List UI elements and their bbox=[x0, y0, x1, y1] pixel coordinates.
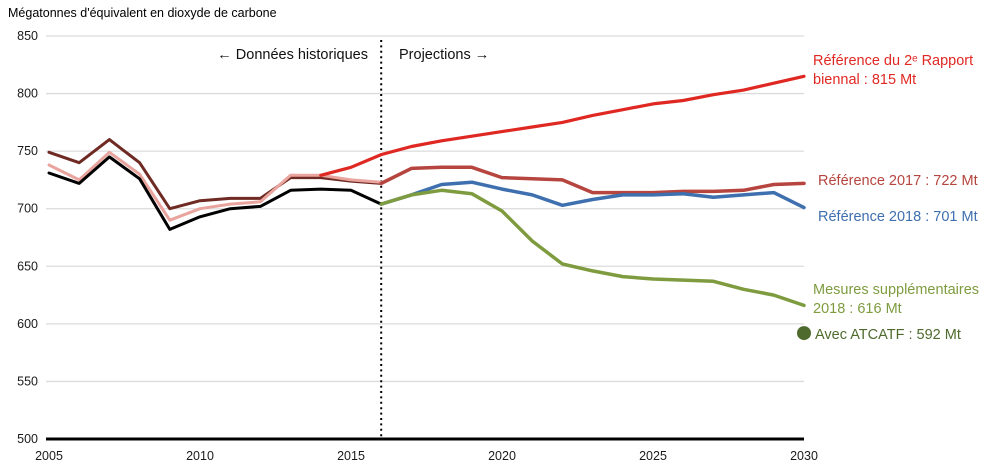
legend-avec-atcatf: Avec ATCATF : 592 Mt bbox=[815, 327, 961, 343]
y-tick-label: 650 bbox=[17, 259, 38, 273]
x-tick-label: 2030 bbox=[790, 449, 818, 463]
series-reference-2017-historique bbox=[47, 138, 383, 211]
legend-reference-2017: Référence 2017 : 722 Mt bbox=[818, 173, 978, 189]
y-tick-label: 850 bbox=[17, 29, 38, 43]
x-tick-label: 2015 bbox=[337, 449, 365, 463]
legend-mesures-supplementaires-2018: Mesures supplémentaires 2018 : 616 Mt bbox=[813, 282, 980, 317]
y-tick-label: 700 bbox=[17, 202, 38, 216]
series-reference-2017 bbox=[379, 165, 806, 195]
x-tick-label: 2010 bbox=[186, 449, 214, 463]
x-tick-label: 2025 bbox=[639, 449, 667, 463]
series-reference-2e-rapport-biennal bbox=[319, 74, 806, 177]
series-mesures-supplementaires-2018 bbox=[379, 188, 806, 308]
y-tick-label: 800 bbox=[17, 87, 38, 101]
point-avec-atcatf bbox=[797, 326, 811, 341]
y-tick-label: 500 bbox=[17, 432, 38, 446]
projections-annotation: Projections → bbox=[399, 47, 490, 63]
y-axis-title: Mégatonnes d'équivalent en dioxyde de ca… bbox=[8, 6, 277, 20]
legend-reference-2018: Référence 2018 : 701 Mt bbox=[818, 209, 978, 225]
series-donnees-historiques bbox=[47, 155, 383, 231]
x-tick-label: 2020 bbox=[488, 449, 516, 463]
series-historique-rose bbox=[47, 150, 383, 222]
x-tick-label: 2005 bbox=[35, 449, 63, 463]
legend-reference-2e-rapport-biennal: Référence du 2ᵉ Rapport biennal : 815 Mt bbox=[813, 53, 974, 88]
historical-data-annotation: ← Données historiques bbox=[217, 47, 368, 63]
series-reference-2018 bbox=[379, 180, 806, 210]
y-tick-label: 750 bbox=[17, 144, 38, 158]
y-tick-label: 550 bbox=[17, 374, 38, 388]
y-tick-label: 600 bbox=[17, 317, 38, 331]
